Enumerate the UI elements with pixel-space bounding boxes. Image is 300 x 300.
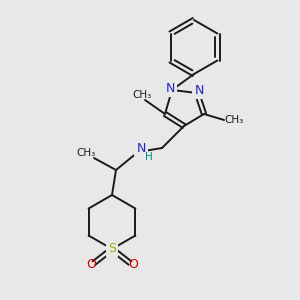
Text: CH₃: CH₃: [224, 115, 244, 125]
Text: O: O: [86, 257, 96, 271]
Text: H: H: [145, 152, 153, 162]
Text: N: N: [194, 85, 204, 98]
Text: O: O: [128, 257, 138, 271]
Text: N: N: [136, 142, 146, 154]
Text: S: S: [108, 242, 116, 256]
Text: CH₃: CH₃: [132, 90, 152, 100]
Text: N: N: [165, 82, 175, 95]
Text: CH₃: CH₃: [76, 148, 96, 158]
